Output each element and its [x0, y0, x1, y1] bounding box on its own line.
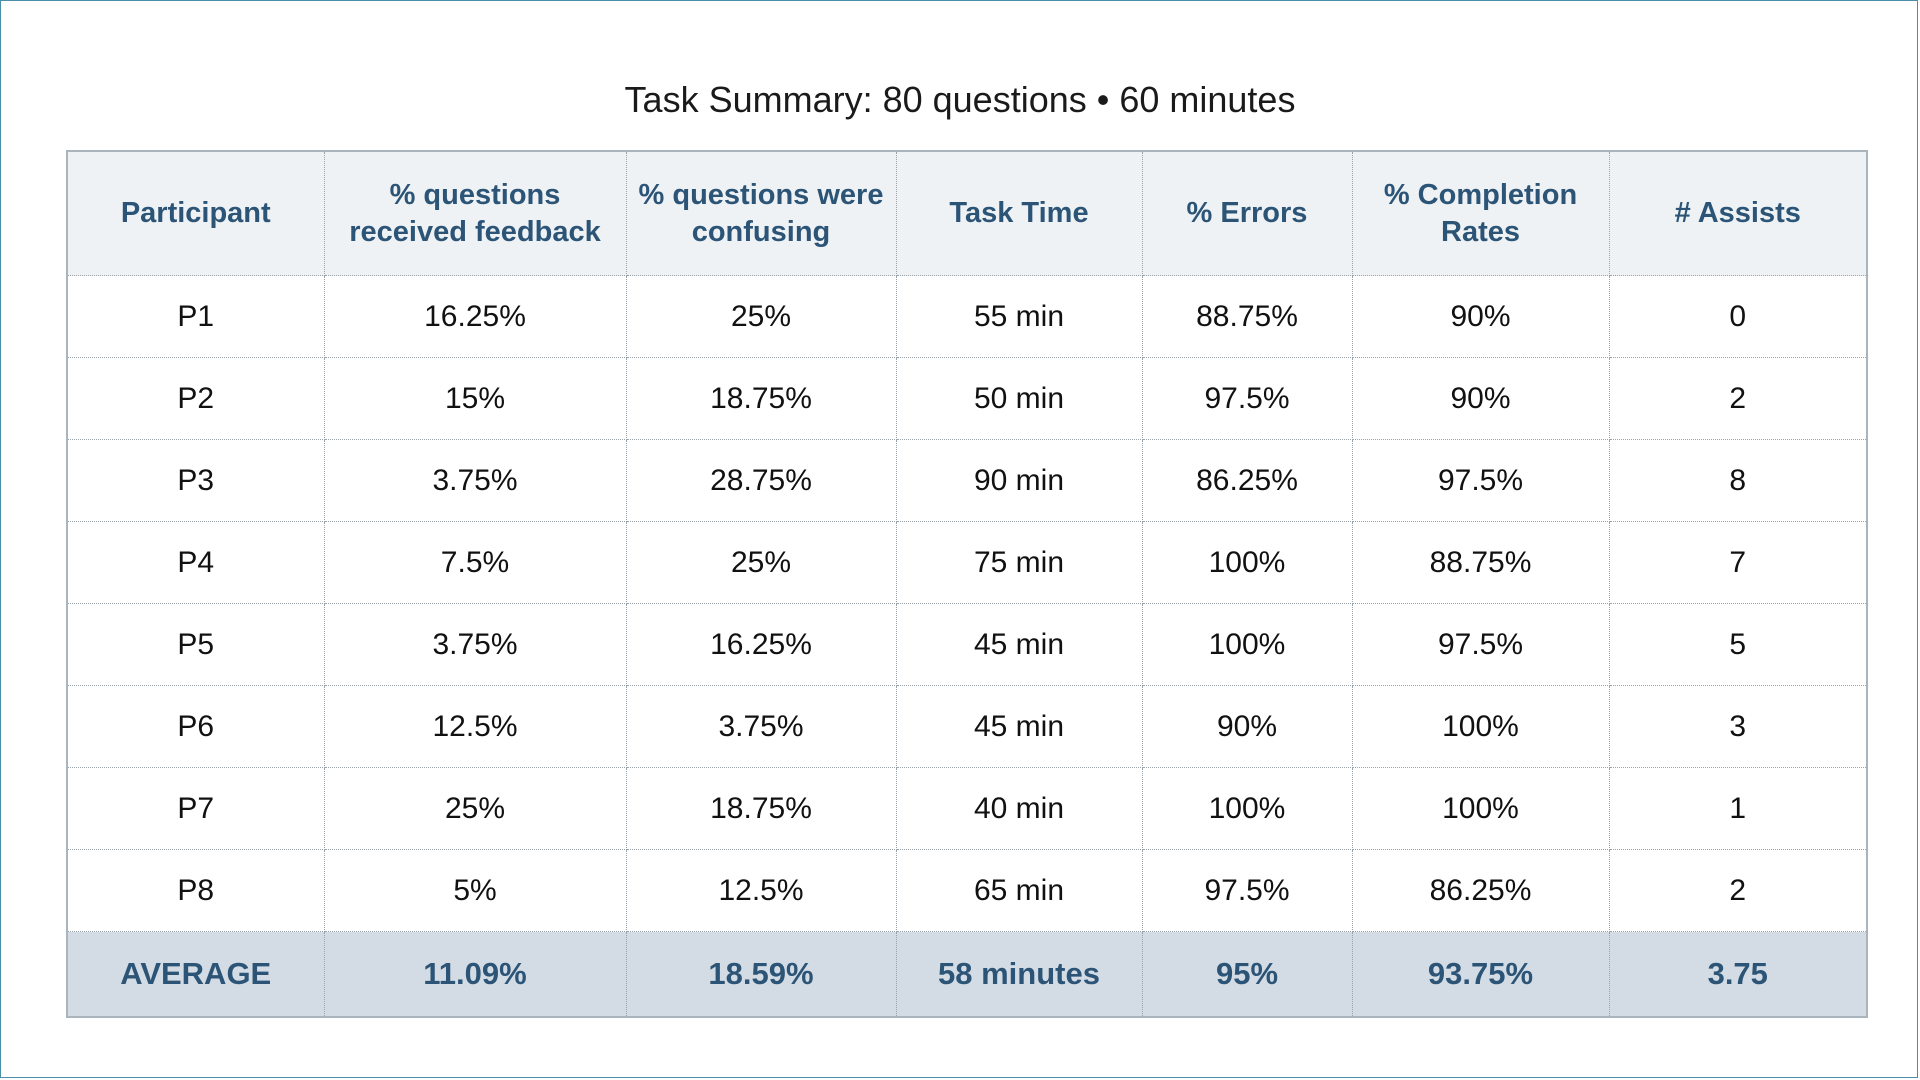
average-confusing: 18.59% [625, 931, 897, 1018]
cell-task-time: 90 min [895, 439, 1143, 522]
column-header-confusing: % questions were confusing [625, 150, 897, 276]
cell-task-time: 45 min [895, 685, 1143, 768]
cell-confusing: 18.75% [625, 357, 897, 440]
page-title: Task Summary: 80 questions • 60 minutes [624, 79, 1296, 120]
cell-completion: 90% [1351, 275, 1610, 358]
cell-assists: 1 [1608, 767, 1868, 850]
cell-confusing: 3.75% [625, 685, 897, 768]
cell-feedback: 12.5% [323, 685, 627, 768]
cell-participant: P8 [66, 849, 325, 932]
cell-completion: 90% [1351, 357, 1610, 440]
cell-confusing: 25% [625, 521, 897, 604]
cell-confusing: 25% [625, 275, 897, 358]
cell-participant: P6 [66, 685, 325, 768]
column-header-task-time: Task Time [895, 150, 1143, 276]
cell-participant: P1 [66, 275, 325, 358]
cell-completion: 88.75% [1351, 521, 1610, 604]
cell-confusing: 16.25% [625, 603, 897, 686]
cell-completion: 97.5% [1351, 439, 1610, 522]
average-label: AVERAGE [66, 931, 325, 1018]
table-row: P6 12.5% 3.75% 45 min 90% 100% 3 [66, 685, 1868, 768]
cell-confusing: 18.75% [625, 767, 897, 850]
cell-task-time: 75 min [895, 521, 1143, 604]
cell-feedback: 3.75% [323, 603, 627, 686]
cell-task-time: 40 min [895, 767, 1143, 850]
cell-feedback: 25% [323, 767, 627, 850]
cell-errors: 86.25% [1141, 439, 1353, 522]
table-row: P7 25% 18.75% 40 min 100% 100% 1 [66, 767, 1868, 850]
cell-errors: 100% [1141, 521, 1353, 604]
column-header-participant: Participant [66, 150, 325, 276]
cell-errors: 97.5% [1141, 357, 1353, 440]
average-completion: 93.75% [1351, 931, 1610, 1018]
column-header-errors: % Errors [1141, 150, 1353, 276]
cell-completion: 100% [1351, 685, 1610, 768]
task-summary-table: Participant % questions received feedbac… [66, 150, 1868, 1018]
cell-task-time: 50 min [895, 357, 1143, 440]
cell-participant: P5 [66, 603, 325, 686]
header-row: Participant % questions received feedbac… [66, 150, 1868, 276]
average-row: AVERAGE 11.09% 18.59% 58 minutes 95% 93.… [66, 931, 1868, 1018]
cell-participant: P2 [66, 357, 325, 440]
table-row: P1 16.25% 25% 55 min 88.75% 90% 0 [66, 275, 1868, 358]
cell-feedback: 15% [323, 357, 627, 440]
average-errors: 95% [1141, 931, 1353, 1018]
table-row: P8 5% 12.5% 65 min 97.5% 86.25% 2 [66, 849, 1868, 932]
cell-participant: P4 [66, 521, 325, 604]
cell-assists: 0 [1608, 275, 1868, 358]
cell-completion: 100% [1351, 767, 1610, 850]
column-header-assists: # Assists [1608, 150, 1868, 276]
cell-errors: 100% [1141, 603, 1353, 686]
table-row: P4 7.5% 25% 75 min 100% 88.75% 7 [66, 521, 1868, 604]
cell-assists: 7 [1608, 521, 1868, 604]
cell-completion: 86.25% [1351, 849, 1610, 932]
cell-confusing: 28.75% [625, 439, 897, 522]
column-header-feedback: % questions received feedback [323, 150, 627, 276]
table-row: P2 15% 18.75% 50 min 97.5% 90% 2 [66, 357, 1868, 440]
average-feedback: 11.09% [323, 931, 627, 1018]
cell-task-time: 65 min [895, 849, 1143, 932]
cell-participant: P3 [66, 439, 325, 522]
column-header-completion: % Completion Rates [1351, 150, 1610, 276]
cell-feedback: 7.5% [323, 521, 627, 604]
cell-assists: 2 [1608, 357, 1868, 440]
table-row: P3 3.75% 28.75% 90 min 86.25% 97.5% 8 [66, 439, 1868, 522]
cell-completion: 97.5% [1351, 603, 1610, 686]
cell-errors: 90% [1141, 685, 1353, 768]
cell-errors: 100% [1141, 767, 1353, 850]
cell-participant: P7 [66, 767, 325, 850]
cell-confusing: 12.5% [625, 849, 897, 932]
cell-assists: 2 [1608, 849, 1868, 932]
cell-feedback: 3.75% [323, 439, 627, 522]
table-row: P5 3.75% 16.25% 45 min 100% 97.5% 5 [66, 603, 1868, 686]
cell-assists: 8 [1608, 439, 1868, 522]
cell-errors: 97.5% [1141, 849, 1353, 932]
cell-errors: 88.75% [1141, 275, 1353, 358]
cell-assists: 3 [1608, 685, 1868, 768]
cell-feedback: 5% [323, 849, 627, 932]
cell-assists: 5 [1608, 603, 1868, 686]
cell-task-time: 55 min [895, 275, 1143, 358]
average-task-time: 58 minutes [895, 931, 1143, 1018]
average-assists: 3.75 [1608, 931, 1868, 1018]
cell-task-time: 45 min [895, 603, 1143, 686]
cell-feedback: 16.25% [323, 275, 627, 358]
